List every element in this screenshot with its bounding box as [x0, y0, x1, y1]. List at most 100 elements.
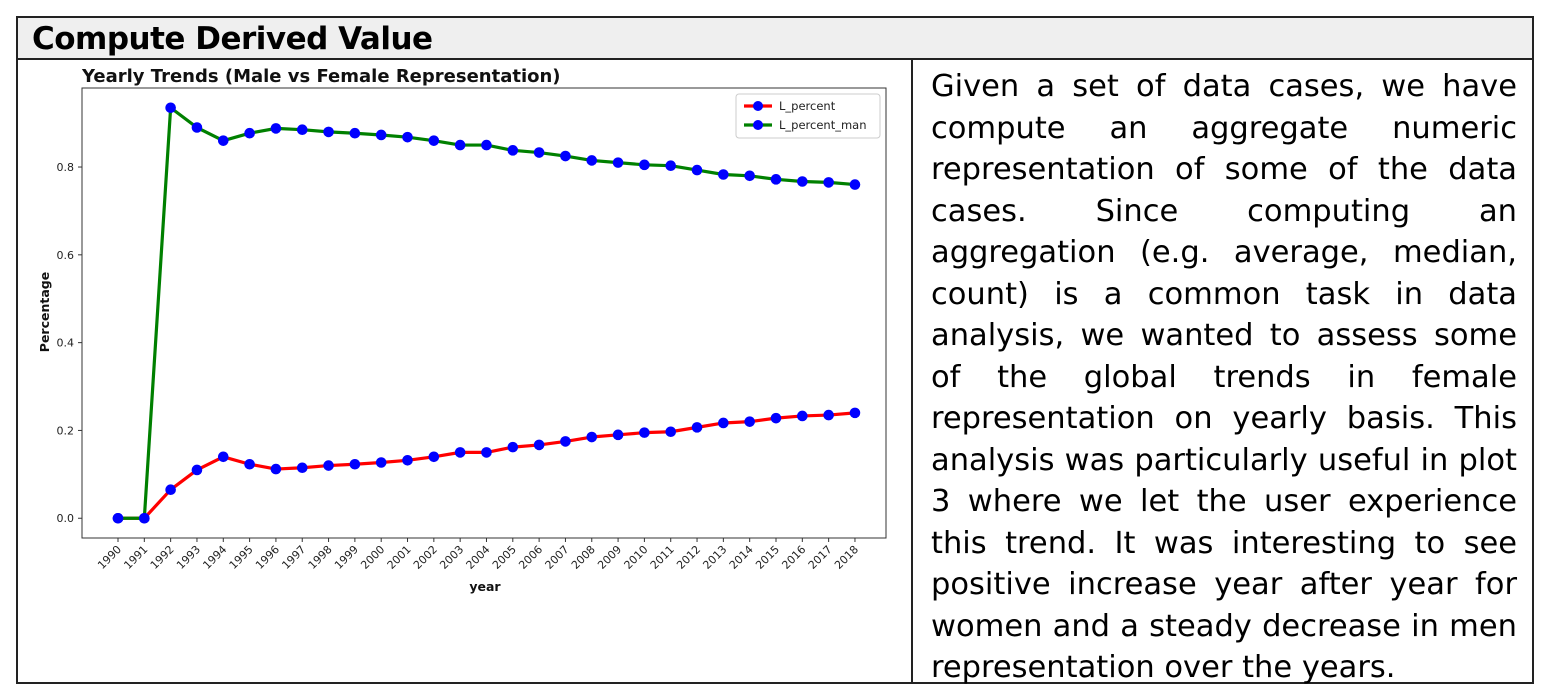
x-tick-label: 2017 — [806, 543, 835, 572]
plot-frame — [81, 87, 887, 539]
y-tick-label: 0.8 — [57, 161, 75, 174]
data-point — [560, 150, 571, 162]
x-tick-label: 2001 — [385, 543, 414, 572]
content-table: Compute Derived Value Yearly Trends (Mal… — [16, 16, 1534, 685]
data-point — [244, 458, 255, 470]
legend-label: L_percent_man — [779, 118, 867, 132]
data-point — [454, 139, 466, 151]
data-point — [428, 451, 440, 463]
data-point — [244, 127, 255, 139]
y-tick-label: 0.6 — [57, 249, 75, 262]
x-tick-label: 2010 — [622, 543, 651, 572]
description-text: Given a set of data cases, we have compu… — [931, 69, 1517, 685]
data-point — [533, 147, 545, 158]
data-point — [665, 160, 677, 172]
series-line-L_percent — [118, 411, 856, 520]
data-point — [639, 427, 650, 438]
data-point — [296, 124, 308, 136]
data-point — [612, 157, 624, 168]
x-tick-label: 2006 — [516, 543, 545, 572]
x-tick-label: 2003 — [437, 543, 466, 572]
x-tick-label: 2012 — [674, 543, 703, 572]
data-point — [797, 410, 808, 422]
x-tick-label: 2000 — [358, 543, 387, 572]
x-tick-label: 1994 — [200, 543, 229, 572]
data-point — [481, 139, 492, 151]
data-point — [323, 460, 334, 471]
data-point — [586, 431, 598, 443]
data-point — [849, 179, 861, 190]
data-point — [139, 512, 150, 524]
data-point — [296, 462, 308, 474]
data-point — [270, 123, 282, 134]
section-title: Compute Derived Value — [32, 21, 433, 57]
legend-marker — [753, 101, 763, 111]
data-point — [112, 512, 124, 524]
x-tick-label: 1992 — [148, 543, 177, 572]
x-tick-label: 2004 — [464, 543, 493, 572]
x-tick-label: 2013 — [700, 543, 729, 572]
x-tick-label: 1997 — [279, 543, 308, 572]
data-point — [770, 174, 782, 185]
data-point — [481, 447, 492, 458]
x-tick-label: 2002 — [411, 543, 440, 572]
data-point — [533, 439, 545, 451]
legend-label: L_percent — [779, 99, 836, 113]
y-tick-label: 0.2 — [57, 424, 75, 437]
data-point — [165, 484, 176, 496]
data-point — [165, 102, 176, 114]
data-point — [428, 135, 440, 146]
data-point — [586, 155, 598, 166]
data-point — [507, 441, 519, 453]
x-tick-label: 2018 — [832, 543, 861, 572]
data-point — [691, 164, 703, 176]
data-point — [507, 145, 519, 156]
x-axis-label: year — [469, 579, 501, 594]
x-tick-label: 1991 — [121, 543, 150, 572]
chart-cell: Yearly Trends (Male vs Female Representa… — [18, 60, 911, 684]
data-point — [639, 159, 650, 171]
data-point — [270, 463, 282, 475]
data-point — [402, 454, 413, 466]
y-axis-label: Percentage — [37, 272, 52, 352]
data-point — [191, 122, 203, 133]
data-point — [402, 131, 413, 143]
data-point — [823, 409, 834, 421]
data-point — [217, 135, 229, 146]
data-point — [823, 177, 834, 188]
data-point — [454, 447, 466, 458]
data-point — [797, 176, 808, 187]
x-tick-label: 1990 — [95, 543, 124, 572]
y-tick-label: 0.0 — [57, 512, 75, 525]
x-tick-label: 2014 — [727, 543, 756, 572]
x-tick-label: 1995 — [227, 543, 256, 572]
x-tick-label: 2008 — [569, 543, 598, 572]
data-point — [665, 426, 677, 438]
data-point — [349, 127, 361, 139]
y-tick-label: 0.4 — [57, 337, 75, 350]
data-point — [718, 169, 729, 180]
x-tick-label: 1996 — [253, 543, 282, 572]
x-tick-label: 1999 — [332, 543, 361, 572]
data-point — [323, 126, 334, 138]
chart-title: Yearly Trends (Male vs Female Representa… — [81, 66, 561, 87]
data-point — [375, 129, 387, 141]
x-tick-label: 2015 — [753, 543, 782, 572]
x-tick-label: 2007 — [543, 543, 572, 572]
line-chart: Yearly Trends (Male vs Female Representa… — [37, 66, 887, 594]
x-tick-label: 2011 — [648, 543, 677, 572]
data-point — [560, 436, 571, 447]
x-tick-label: 1998 — [306, 543, 335, 572]
x-tick-label: 1993 — [174, 543, 203, 572]
data-point — [744, 416, 755, 427]
data-point — [375, 457, 387, 468]
data-point — [691, 422, 703, 433]
data-point — [849, 407, 861, 419]
legend-marker — [753, 120, 763, 130]
column-divider — [911, 60, 913, 684]
table-header: Compute Derived Value — [18, 18, 1532, 60]
data-point — [349, 458, 361, 470]
x-tick-label: 2009 — [595, 543, 624, 572]
x-tick-label: 2005 — [490, 543, 519, 572]
data-point — [770, 412, 782, 424]
